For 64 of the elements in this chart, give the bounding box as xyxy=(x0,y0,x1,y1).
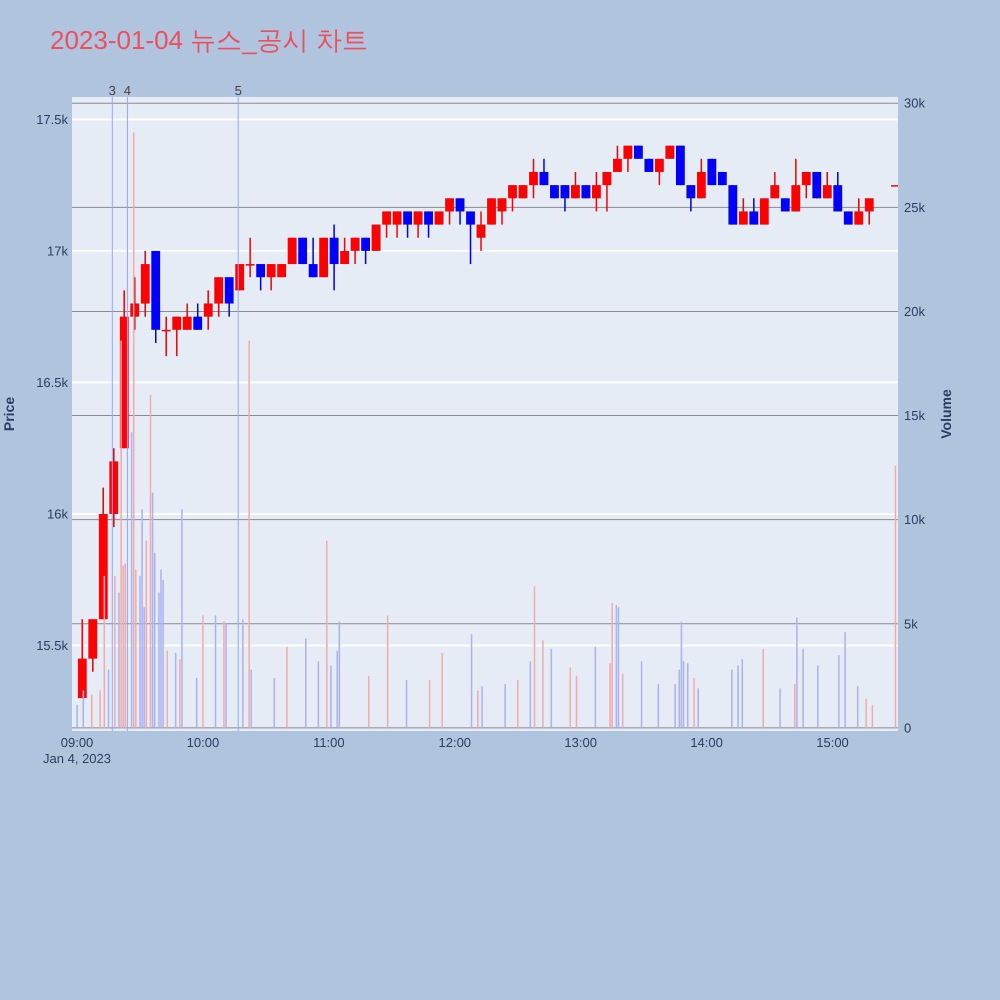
candlestick xyxy=(308,236,318,278)
chart-title: 2023-01-04 뉴스_공시 차트 xyxy=(50,25,368,55)
y-tick-label: 17.5k xyxy=(36,112,68,127)
candlestick xyxy=(476,210,486,252)
candlestick xyxy=(749,198,758,226)
candlestick xyxy=(624,144,632,173)
annotation: 5 xyxy=(234,83,242,98)
candlestick xyxy=(424,210,433,238)
candlestick xyxy=(445,198,454,226)
y2-tick-label: 30k xyxy=(904,96,926,111)
x-tick-label: 14:00 xyxy=(690,735,723,750)
y-tick-label: 15.5k xyxy=(36,638,68,653)
x-tick-label: 15:00 xyxy=(816,735,849,750)
candlestick xyxy=(634,144,643,160)
candlestick xyxy=(613,144,622,173)
candlestick xyxy=(414,210,422,238)
candlestick xyxy=(529,158,538,200)
candlestick xyxy=(204,290,213,331)
candlestick xyxy=(340,236,350,265)
candlestick xyxy=(602,171,612,212)
y2-tick-label: 25k xyxy=(904,200,926,215)
candlestick xyxy=(571,171,580,200)
candlestick xyxy=(456,198,464,226)
x-tick-label: 13:00 xyxy=(564,735,597,750)
candlestick xyxy=(665,144,674,160)
candlestick xyxy=(780,198,790,212)
candlestick xyxy=(854,198,864,226)
candlestick xyxy=(592,171,601,212)
candlestick xyxy=(738,198,748,226)
candlestick xyxy=(403,210,412,238)
candlestick xyxy=(172,316,182,357)
y2-tick-label: 10k xyxy=(904,512,926,528)
candlestick xyxy=(246,236,255,278)
y-tick-label: 16.5k xyxy=(36,374,68,390)
candlestick xyxy=(162,316,171,357)
y-tick-label: 16k xyxy=(47,506,68,522)
candlestick xyxy=(193,302,202,331)
candlestick xyxy=(654,158,664,186)
candlestick xyxy=(770,171,780,200)
candlestick xyxy=(182,302,192,331)
annotation: 4 xyxy=(124,83,132,98)
candlestick xyxy=(256,263,266,292)
candlestick xyxy=(802,171,811,200)
y-axis-title: Price xyxy=(1,396,17,432)
candlestick xyxy=(540,158,548,186)
annotation: 3 xyxy=(108,83,116,98)
x-tick-label: 11:00 xyxy=(313,735,345,750)
y2-tick-label: 20k xyxy=(904,304,926,319)
candlestick xyxy=(466,210,475,265)
x-tick-label: 10:00 xyxy=(186,735,220,750)
candlestick xyxy=(864,198,874,226)
y2-tick-label: 0 xyxy=(904,720,912,736)
y2-tick-label: 15k xyxy=(904,408,926,424)
candlestick xyxy=(822,171,832,200)
y2-axis-title: Volume xyxy=(938,389,954,439)
candlestick xyxy=(644,158,654,173)
x-tick-label: 09:00 Jan 4, 2023 xyxy=(43,735,112,766)
candlestick xyxy=(350,236,360,265)
candlestick xyxy=(686,184,696,212)
candlestick xyxy=(582,184,590,200)
candlestick xyxy=(361,236,370,265)
y2-tick-label: 5k xyxy=(904,616,918,632)
y-tick-label: 17k xyxy=(47,243,68,258)
x-tick-label: 12:00 xyxy=(438,735,472,750)
